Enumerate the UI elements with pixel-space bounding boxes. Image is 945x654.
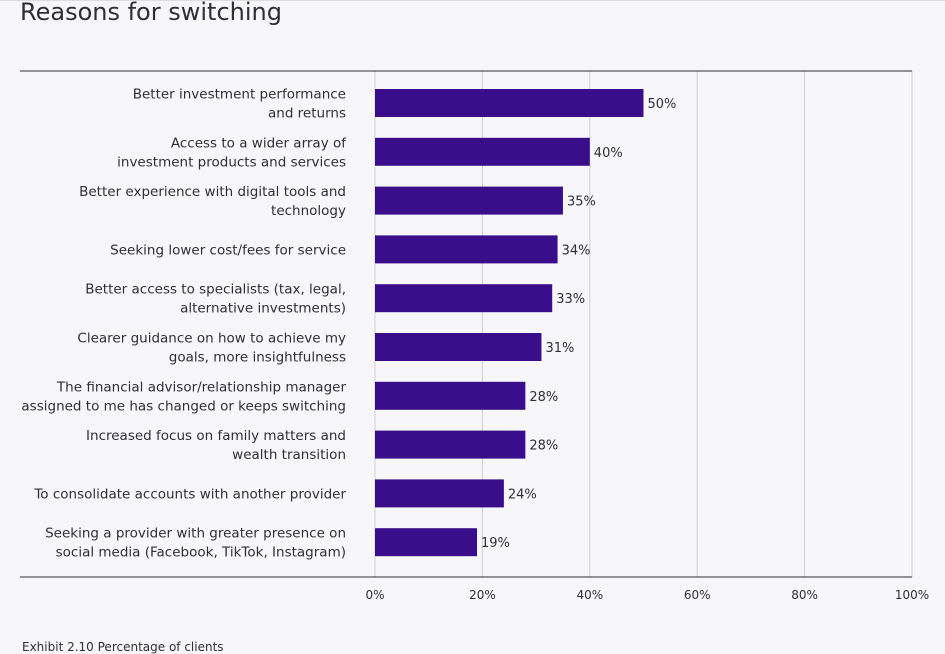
bar-value-label: 19% (481, 536, 510, 551)
category-label: and returns (268, 106, 346, 122)
bar-value-label: 50% (648, 97, 677, 112)
page-title: Reasons for switching (20, 0, 282, 26)
top-divider (0, 0, 945, 1)
bar-value-label: 28% (529, 439, 558, 454)
category-label: To consolidate accounts with another pro… (33, 486, 346, 502)
bar (375, 89, 644, 117)
bar-value-label: 34% (562, 243, 591, 258)
category-label: Better investment performance (133, 87, 346, 103)
bar-value-label: 24% (508, 487, 537, 502)
category-label: Seeking lower cost/fees for service (110, 242, 346, 258)
category-label: Access to a wider array of (171, 135, 347, 151)
bar (375, 333, 542, 361)
category-label: The financial advisor/relationship manag… (56, 379, 347, 395)
category-label: Better access to specialists (tax, legal… (85, 282, 346, 298)
category-label: Better experience with digital tools and (79, 184, 346, 200)
category-label: assigned to me has changed or keeps swit… (21, 398, 346, 414)
bar (375, 235, 558, 264)
x-tick-label: 80% (791, 588, 818, 602)
bar (375, 381, 526, 410)
category-label: social media (Facebook, TikTok, Instagra… (56, 545, 346, 561)
x-tick-label: 40% (576, 588, 603, 602)
x-tick-label: 20% (469, 588, 496, 602)
category-label: goals, more insightfulness (169, 350, 346, 366)
category-label: Seeking a provider with greater presence… (45, 526, 346, 542)
category-label: technology (271, 203, 346, 219)
x-tick-label: 0% (365, 588, 384, 602)
bar (375, 528, 478, 557)
bar-value-label: 31% (545, 341, 574, 356)
category-label: investment products and services (117, 154, 346, 170)
bar-value-label: 40% (594, 146, 623, 161)
category-label: wealth transition (232, 447, 346, 463)
bar (375, 479, 504, 508)
bar (375, 430, 526, 459)
exhibit-caption: Exhibit 2.10 Percentage of clients (22, 640, 224, 654)
category-label: Clearer guidance on how to achieve my (77, 331, 346, 347)
x-tick-label: 100% (895, 588, 929, 602)
bar (375, 137, 590, 166)
bar-value-label: 33% (556, 292, 585, 307)
bar (375, 284, 553, 313)
x-tick-label: 60% (684, 588, 711, 602)
category-label: Increased focus on family matters and (86, 428, 346, 444)
bar-value-label: 28% (529, 390, 558, 405)
category-label: alternative investments) (180, 301, 346, 317)
bar-value-label: 35% (567, 195, 596, 210)
bar (375, 186, 563, 215)
